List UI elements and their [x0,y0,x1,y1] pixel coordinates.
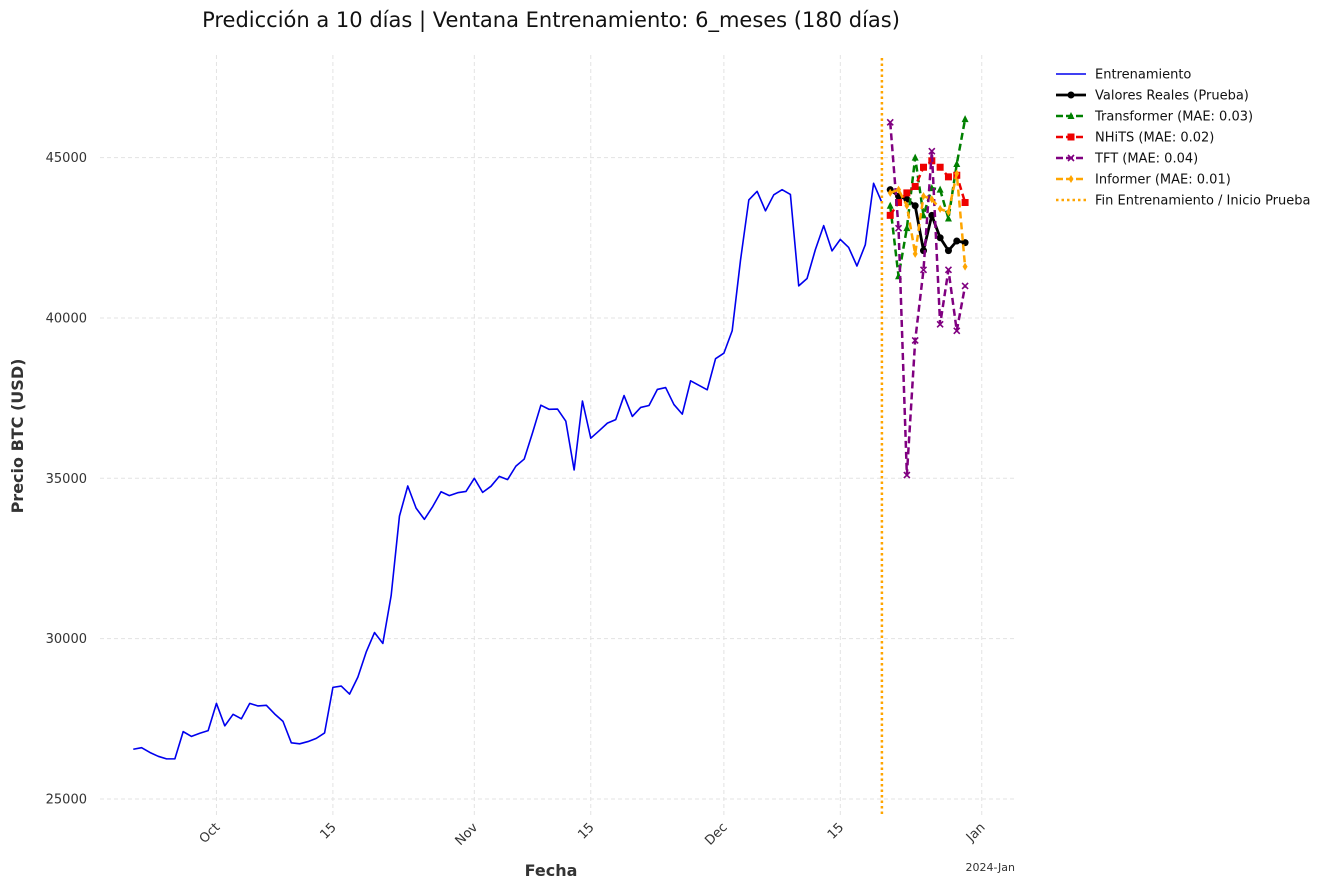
x-tick-label: 15 [575,820,597,842]
data-point [911,202,919,210]
legend-marker [1067,112,1075,119]
series-5 [887,169,968,271]
legend-label: Informer (MAE: 0.01) [1095,173,1231,188]
x-offset-label: 2024-Jan [965,861,1015,874]
legend-item: Transformer (MAE: 0.03) [1056,110,1253,125]
series-line [888,122,967,477]
data-point [954,169,960,178]
y-tick-label: 25000 [46,792,87,807]
data-point [928,147,936,155]
y-axis-label: Precio BTC (USD) [8,359,27,514]
data-point [903,224,911,232]
legend-item: Valores Reales (Prueba) [1056,89,1249,104]
legend-marker [1068,175,1074,183]
data-point [895,199,903,207]
legend-marker [1067,133,1075,141]
data-point [912,249,918,258]
legend: Entrenamiento Valores Reales (Prueba) Tran… [1056,68,1310,209]
series-layer [133,115,969,760]
legend-label: Transformer (MAE: 0.03) [1094,110,1253,125]
data-point [886,201,894,209]
data-point [911,336,919,344]
data-point [953,160,961,168]
legend-label: Valores Reales (Prueba) [1095,89,1249,104]
data-point [944,266,953,274]
y-tick-label: 35000 [46,472,87,487]
data-point [920,163,927,171]
data-point [962,262,968,271]
data-point [896,185,902,194]
x-axis-label: Fecha [525,861,578,880]
legend-label: TFT (MAE: 0.04) [1094,152,1198,167]
data-point [937,204,943,213]
legend-label: Fin Entrenamiento / Inicio Prueba [1095,194,1310,209]
x-tick-label: Jan [963,820,988,845]
data-point [911,153,919,161]
legend-item: Informer (MAE: 0.01) [1056,173,1231,188]
series-line [133,182,883,760]
legend-item: Entrenamiento [1056,68,1191,83]
grid [100,55,1015,815]
y-axis: 25000 30000 35000 40000 45000 [46,151,87,807]
data-point [944,247,952,255]
series-line [889,172,967,267]
data-point [961,282,969,290]
data-point [929,195,935,204]
data-point [887,188,893,197]
data-point [936,320,944,328]
data-point [894,224,903,232]
legend-label: NHiTS (MAE: 0.02) [1095,131,1214,146]
data-point [953,237,961,245]
data-point [944,173,952,181]
x-axis: Oct 15 Nov 15 Dec 15 Jan [197,820,989,849]
legend-item: TFT (MAE: 0.04) [1056,152,1198,167]
data-point [936,163,944,171]
legend-marker [1067,154,1075,162]
data-point [961,115,969,123]
x-tick-label: Nov [453,820,482,849]
series-0 [133,182,883,760]
legend-item: NHiTS (MAE: 0.02) [1056,131,1214,146]
series-4 [886,118,969,479]
data-point [919,266,928,274]
data-point [961,199,969,207]
data-point [936,185,944,193]
y-tick-label: 30000 [46,632,87,647]
data-point [921,192,926,201]
data-point [886,211,894,219]
y-tick-label: 40000 [46,311,87,326]
x-tick-label: 15 [825,820,847,842]
data-point [903,189,911,197]
x-tick-label: Oct [197,820,224,847]
x-tick-label: Dec [702,820,730,848]
legend-item: Fin Entrenamiento / Inicio Prueba [1056,194,1310,209]
legend-label: Entrenamiento [1095,68,1191,83]
legend-marker [1067,91,1075,99]
data-point [944,214,952,222]
data-point [945,208,951,217]
data-point [904,201,910,210]
series-line [888,118,967,278]
data-point [936,234,944,242]
y-tick-label: 45000 [46,151,87,166]
data-point [903,471,911,479]
data-point [953,327,961,335]
data-point [911,182,919,190]
x-tick-label: 15 [317,820,339,842]
data-point [886,118,894,126]
chart-title: Predicción a 10 días | Ventana Entrenami… [202,8,900,33]
